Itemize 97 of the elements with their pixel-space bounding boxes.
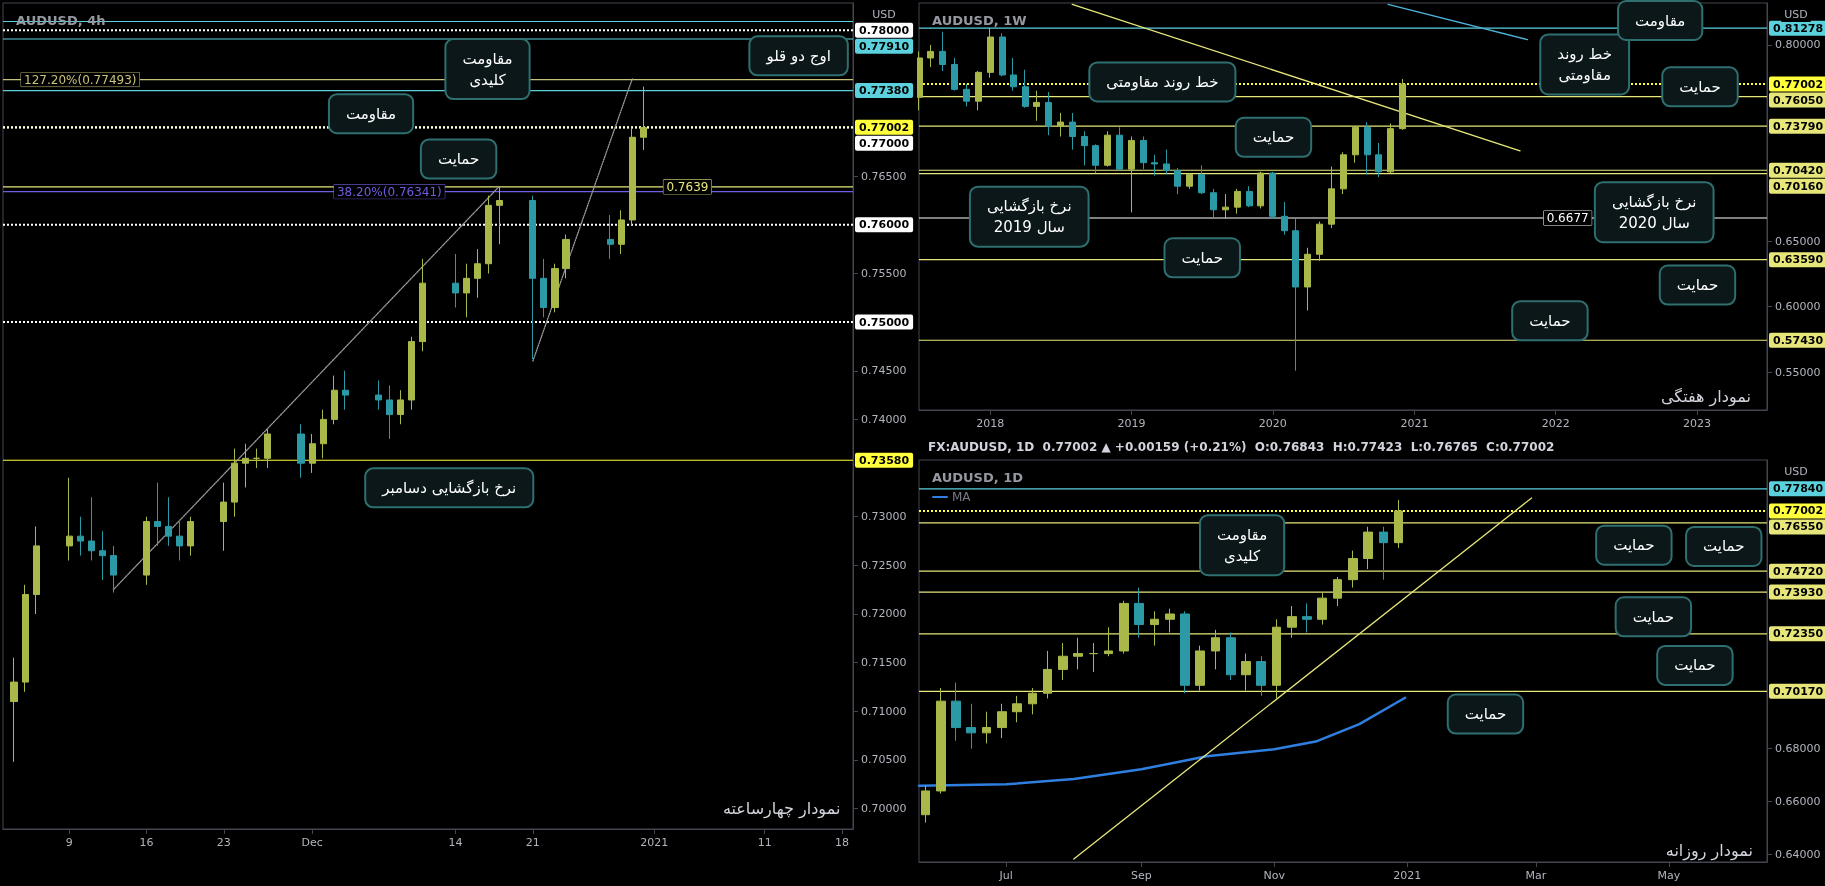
legend-label: MA <box>952 490 972 504</box>
y-tick-label: 0.74000 <box>861 412 907 426</box>
x-tick-label: May <box>1657 869 1681 882</box>
x-tick-label: Jul <box>998 869 1013 882</box>
y-tick-label: 0.72500 <box>861 558 907 572</box>
x-tick-label: 23 <box>216 836 231 849</box>
ref-line-label: 0.70160 <box>1773 179 1824 193</box>
x-tick-label: 2020 <box>1258 417 1287 430</box>
y-tick-label: 0.80000 <box>1775 38 1821 52</box>
ref-line-label: 0.75000 <box>859 315 910 329</box>
y-tick-label: 0.60000 <box>1775 300 1821 314</box>
ref-line-label: 0.77002 <box>1773 77 1824 91</box>
x-tick-label: 18 <box>834 836 849 849</box>
x-tick-label: 14 <box>448 836 463 849</box>
ref-line-label: 0.77002 <box>859 120 910 134</box>
y-tick-label: 0.71000 <box>861 704 907 718</box>
y-axis-title: USD <box>872 8 896 21</box>
y-tick-label: 0.75500 <box>861 266 907 280</box>
annotation: حمایت <box>1252 128 1295 147</box>
annotation: نمودار روزانه <box>1665 840 1753 861</box>
annotation: نرخ بازگشایی سال 2019 <box>986 197 1072 237</box>
annotation: اوج دو قلو <box>765 46 831 66</box>
annotation: نمودار چهارساعته <box>722 798 841 819</box>
annotation: 127.20%(0.77493) <box>24 72 137 87</box>
x-tick-label: 21 <box>525 836 540 849</box>
x-tick-label: 2023 <box>1682 417 1711 430</box>
x-tick-label: 11 <box>757 836 772 849</box>
y-tick-label: 0.55000 <box>1775 365 1821 379</box>
annotation: حمایت <box>1632 607 1675 626</box>
ref-line-label: 0.73930 <box>1773 585 1824 599</box>
ref-line-label: 0.81278 <box>1773 21 1824 35</box>
x-tick-label: 2021 <box>1400 417 1429 430</box>
annotation: حمایت <box>1529 311 1571 330</box>
text: AUDUSD, 1W <box>932 13 1027 28</box>
y-axis-title: USD <box>1784 465 1808 478</box>
ref-line-label: 0.76550 <box>1773 520 1824 534</box>
annotation: خط روند مقاومتی <box>1106 72 1219 91</box>
y-tick-label: 0.73000 <box>861 510 907 524</box>
ref-line-label: 0.70170 <box>1773 684 1824 698</box>
annotation: خط روند مقاومتی <box>1557 44 1613 84</box>
y-tick-label: 0.72000 <box>861 607 907 621</box>
y-tick-label: 0.74500 <box>861 364 907 378</box>
chart-subtitle: FX:AUDUSD, 1D 0.77002 ▲ +0.00159 (+0.21%) O:0.76843 H:0.77423 L:0.76765 C:0.77002 <box>928 440 1555 454</box>
x-tick-label: 16 <box>139 836 154 849</box>
ref-line-label: 0.77840 <box>1773 482 1824 496</box>
ref-line-label: 0.77910 <box>859 39 910 53</box>
y-tick-label: 0.65000 <box>1775 234 1821 248</box>
y-tick-label: 0.70000 <box>861 802 907 816</box>
text: AUDUSD, 1D <box>932 470 1024 485</box>
x-tick-label: 2021 <box>640 836 669 849</box>
annotation: حمایت <box>1464 705 1507 724</box>
ref-line-label: 0.77380 <box>859 84 910 98</box>
x-tick-label: Mar <box>1525 869 1547 882</box>
y-tick-label: 0.71500 <box>861 656 907 670</box>
annotation: 38.20%(0.76341) <box>336 184 442 199</box>
x-tick-label: 2019 <box>1117 417 1146 430</box>
x-tick-label: Sep <box>1130 869 1152 882</box>
annotation: مقاومت کلیدی <box>462 49 513 89</box>
annotation: 0.6677 <box>1546 211 1589 226</box>
annotation: مقاومت <box>1635 11 1686 30</box>
ref-line-label: 0.76000 <box>859 218 910 232</box>
annotation: مقاومت <box>345 104 397 123</box>
ref-line-label: 0.57430 <box>1773 333 1824 347</box>
annotation: حمایت <box>1181 248 1223 267</box>
annotation: مقاومت کلیدی <box>1216 525 1268 565</box>
ref-line-label: 0.73790 <box>1773 119 1824 133</box>
ref-line-label: 0.78000 <box>859 23 910 37</box>
y-axis-title: USD <box>1784 8 1808 21</box>
annotation: حمایت <box>1703 537 1745 556</box>
x-tick-label: Dec <box>301 836 323 849</box>
x-tick-label: Nov <box>1263 869 1286 882</box>
y-tick-label: 0.66000 <box>1775 795 1821 809</box>
ref-line-label: 0.74720 <box>1773 564 1824 578</box>
ref-line-label: 0.63590 <box>1773 253 1824 267</box>
ref-line-label: 0.72350 <box>1773 627 1824 641</box>
annotation: حمایت <box>1679 77 1721 96</box>
x-tick-label: 2022 <box>1541 417 1570 430</box>
annotation: حمایت <box>1674 656 1716 675</box>
x-tick-label: 2018 <box>976 417 1005 430</box>
annotation: حمایت <box>437 150 480 169</box>
ref-line-label: 0.77000 <box>859 136 910 150</box>
y-tick-label: 0.70500 <box>861 753 907 767</box>
y-tick-label: 0.64000 <box>1775 847 1821 861</box>
annotation: نمودار هفتگی <box>1661 386 1751 407</box>
ref-line-label: 0.70420 <box>1773 163 1824 177</box>
y-tick-label: 0.76500 <box>861 169 907 183</box>
annotation: نرخ بازگشایی سال 2020 <box>1611 192 1697 232</box>
x-tick-label: 9 <box>65 836 73 849</box>
annotation: حمایت <box>1613 536 1655 555</box>
annotation: نرخ بازگشایی دسامبر <box>381 478 517 497</box>
y-tick-label: 0.68000 <box>1775 742 1821 756</box>
x-tick-label: 2021 <box>1393 869 1422 882</box>
ref-line-label: 0.73580 <box>859 453 910 467</box>
annotation: 0.7639 <box>666 179 709 194</box>
ref-line-label: 0.76050 <box>1773 93 1824 107</box>
ref-line-label: 0.77002 <box>1773 504 1824 518</box>
annotation: حمایت <box>1676 276 1719 295</box>
